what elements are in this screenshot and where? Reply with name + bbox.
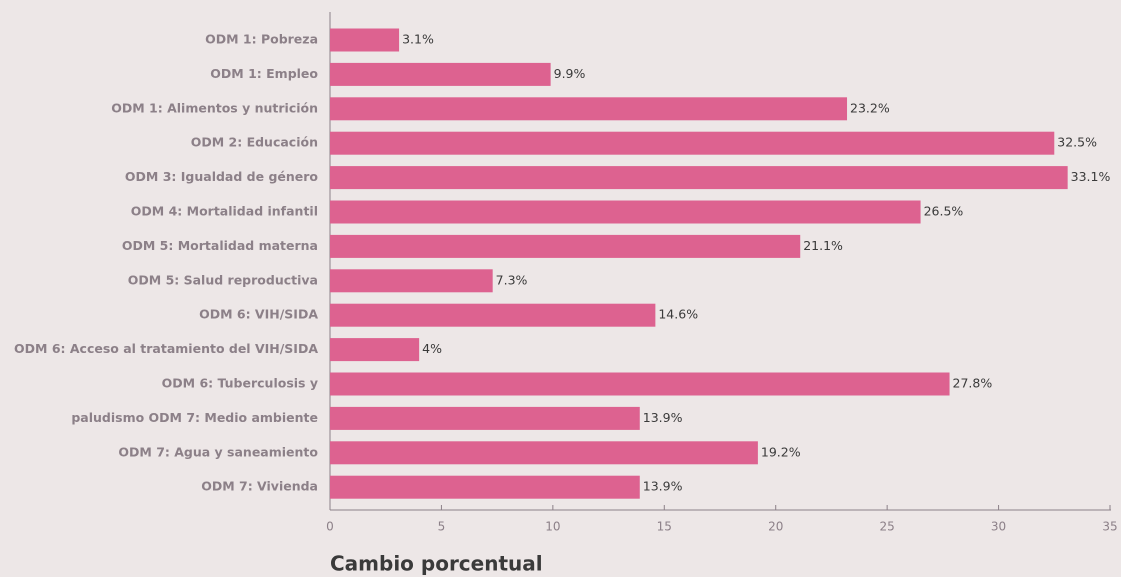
y-tick-label: ODM 6: Acceso al tratamiento del VIH/SID… bbox=[14, 341, 318, 356]
x-tick-label: 25 bbox=[880, 520, 895, 534]
value-label: 4% bbox=[422, 341, 442, 356]
x-tick-label: 20 bbox=[768, 520, 783, 534]
bar bbox=[330, 200, 921, 224]
x-axis-label: Cambio porcentual bbox=[330, 552, 543, 576]
y-tick-label: ODM 6: VIH/SIDA bbox=[199, 307, 318, 322]
value-label: 13.9% bbox=[643, 410, 683, 425]
bar bbox=[330, 475, 640, 499]
y-tick-label: ODM 1: Alimentos y nutrición bbox=[111, 100, 318, 115]
value-label: 27.8% bbox=[953, 376, 993, 391]
bar bbox=[330, 131, 1055, 155]
bar bbox=[330, 303, 656, 327]
y-tick-label: ODM 2: Educación bbox=[191, 135, 318, 150]
bar bbox=[330, 234, 801, 258]
bar bbox=[330, 166, 1068, 190]
value-label: 26.5% bbox=[924, 204, 964, 219]
value-label: 9.9% bbox=[554, 66, 586, 81]
y-tick-label: ODM 5: Mortalidad materna bbox=[122, 238, 318, 253]
value-label: 21.1% bbox=[803, 238, 843, 253]
y-tick-label: ODM 7: Vivienda bbox=[201, 479, 318, 494]
y-tick-label: ODM 5: Salud reproductiva bbox=[128, 272, 318, 287]
y-tick-label: ODM 6: Tuberculosis y bbox=[162, 376, 318, 391]
bar bbox=[330, 28, 400, 52]
y-tick-label: ODM 1: Pobreza bbox=[205, 32, 318, 47]
y-tick-label: ODM 1: Empleo bbox=[210, 66, 318, 81]
x-tick-label: 10 bbox=[545, 520, 560, 534]
value-label: 13.9% bbox=[643, 479, 683, 494]
x-tick-label: 35 bbox=[1102, 520, 1117, 534]
bar bbox=[330, 338, 420, 362]
value-label: 7.3% bbox=[496, 272, 528, 287]
x-tick-label: 0 bbox=[326, 520, 334, 534]
value-label: 3.1% bbox=[402, 32, 434, 47]
value-label: 14.6% bbox=[658, 307, 698, 322]
x-tick-label: 5 bbox=[438, 520, 446, 534]
x-tick-label: 30 bbox=[991, 520, 1006, 534]
y-tick-label: paludismo ODM 7: Medio ambiente bbox=[71, 410, 318, 425]
bar bbox=[330, 406, 640, 430]
y-tick-label: ODM 3: Igualdad de género bbox=[125, 169, 318, 184]
bar bbox=[330, 269, 493, 293]
bar bbox=[330, 97, 848, 121]
y-tick-label: ODM 7: Agua y saneamiento bbox=[118, 444, 318, 459]
x-tick-label: 15 bbox=[657, 520, 672, 534]
bar bbox=[330, 62, 551, 86]
bar bbox=[330, 441, 758, 465]
value-label: 23.2% bbox=[850, 100, 890, 115]
value-label: 33.1% bbox=[1071, 169, 1111, 184]
bar bbox=[330, 372, 950, 396]
y-tick-label: ODM 4: Mortalidad infantil bbox=[131, 204, 318, 219]
value-label: 32.5% bbox=[1057, 135, 1097, 150]
value-label: 19.2% bbox=[761, 444, 801, 459]
